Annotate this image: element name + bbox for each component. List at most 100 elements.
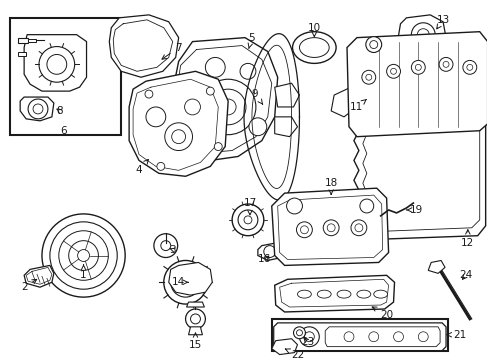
Circle shape xyxy=(210,89,245,125)
Circle shape xyxy=(154,234,177,257)
Text: 16: 16 xyxy=(258,255,271,265)
Text: 7: 7 xyxy=(162,42,182,59)
Circle shape xyxy=(178,275,192,289)
Circle shape xyxy=(304,332,314,342)
Text: 2: 2 xyxy=(21,279,37,292)
Text: 6: 6 xyxy=(61,126,67,136)
Circle shape xyxy=(410,23,434,46)
Circle shape xyxy=(214,143,222,150)
Polygon shape xyxy=(273,323,445,351)
Polygon shape xyxy=(325,327,439,347)
Text: 15: 15 xyxy=(188,333,202,350)
Text: 12: 12 xyxy=(460,230,473,248)
Circle shape xyxy=(185,309,205,329)
Text: 9: 9 xyxy=(251,89,262,104)
Circle shape xyxy=(369,63,397,91)
Circle shape xyxy=(78,249,89,261)
Text: 10: 10 xyxy=(307,23,320,37)
Circle shape xyxy=(369,41,377,49)
Circle shape xyxy=(59,231,108,280)
Circle shape xyxy=(161,241,170,251)
Bar xyxy=(271,319,447,351)
Circle shape xyxy=(354,224,362,232)
Text: 17: 17 xyxy=(243,198,256,215)
Polygon shape xyxy=(188,327,202,335)
Circle shape xyxy=(296,222,312,238)
Circle shape xyxy=(47,54,66,74)
Circle shape xyxy=(69,241,98,270)
Circle shape xyxy=(240,63,255,79)
Circle shape xyxy=(462,60,476,74)
Circle shape xyxy=(410,60,425,74)
Circle shape xyxy=(50,222,117,289)
Circle shape xyxy=(42,214,125,297)
Circle shape xyxy=(220,99,236,115)
Circle shape xyxy=(368,332,378,342)
Bar xyxy=(10,18,121,135)
Circle shape xyxy=(28,99,48,119)
Polygon shape xyxy=(172,38,277,161)
Circle shape xyxy=(386,64,400,78)
Polygon shape xyxy=(28,39,36,42)
Circle shape xyxy=(438,58,452,71)
Polygon shape xyxy=(350,51,432,104)
Text: 3: 3 xyxy=(169,244,176,255)
Circle shape xyxy=(365,37,381,53)
Text: 4: 4 xyxy=(136,159,148,175)
Polygon shape xyxy=(353,107,485,240)
Circle shape xyxy=(184,99,200,115)
Text: 22: 22 xyxy=(285,349,304,360)
Polygon shape xyxy=(24,265,54,287)
Polygon shape xyxy=(330,87,366,117)
Polygon shape xyxy=(271,339,297,355)
Polygon shape xyxy=(24,35,86,91)
Polygon shape xyxy=(109,15,178,77)
Circle shape xyxy=(157,162,164,170)
Circle shape xyxy=(323,220,338,236)
Text: 24: 24 xyxy=(458,270,471,280)
Circle shape xyxy=(326,224,334,232)
Circle shape xyxy=(33,104,43,114)
Polygon shape xyxy=(346,32,487,137)
Polygon shape xyxy=(20,97,54,121)
Circle shape xyxy=(293,327,305,339)
Text: 13: 13 xyxy=(436,15,449,29)
Ellipse shape xyxy=(317,290,330,298)
Polygon shape xyxy=(168,262,212,295)
Circle shape xyxy=(248,118,266,136)
Circle shape xyxy=(466,64,472,70)
Polygon shape xyxy=(274,117,297,137)
Text: 23: 23 xyxy=(300,337,313,347)
Polygon shape xyxy=(186,302,204,307)
Polygon shape xyxy=(129,71,228,176)
Text: 20: 20 xyxy=(371,307,392,320)
Circle shape xyxy=(402,63,417,79)
Circle shape xyxy=(286,198,302,214)
Ellipse shape xyxy=(297,290,311,298)
Circle shape xyxy=(238,210,257,230)
Ellipse shape xyxy=(373,290,387,298)
Circle shape xyxy=(164,123,192,150)
Text: 19: 19 xyxy=(406,205,422,215)
Circle shape xyxy=(232,204,263,236)
Text: 8: 8 xyxy=(57,106,63,116)
Polygon shape xyxy=(427,261,444,273)
Polygon shape xyxy=(398,15,445,54)
Circle shape xyxy=(300,226,308,234)
Circle shape xyxy=(299,327,319,347)
Ellipse shape xyxy=(299,38,328,58)
Circle shape xyxy=(416,29,428,41)
Circle shape xyxy=(296,330,302,336)
Circle shape xyxy=(190,314,200,324)
Polygon shape xyxy=(18,38,28,42)
Circle shape xyxy=(442,62,448,67)
Text: 1: 1 xyxy=(80,265,87,280)
Ellipse shape xyxy=(356,290,370,298)
Text: 18: 18 xyxy=(324,178,337,194)
Circle shape xyxy=(206,87,214,95)
Polygon shape xyxy=(274,83,299,107)
Ellipse shape xyxy=(292,32,335,63)
Circle shape xyxy=(417,332,427,342)
Circle shape xyxy=(205,58,225,77)
Circle shape xyxy=(170,267,200,297)
